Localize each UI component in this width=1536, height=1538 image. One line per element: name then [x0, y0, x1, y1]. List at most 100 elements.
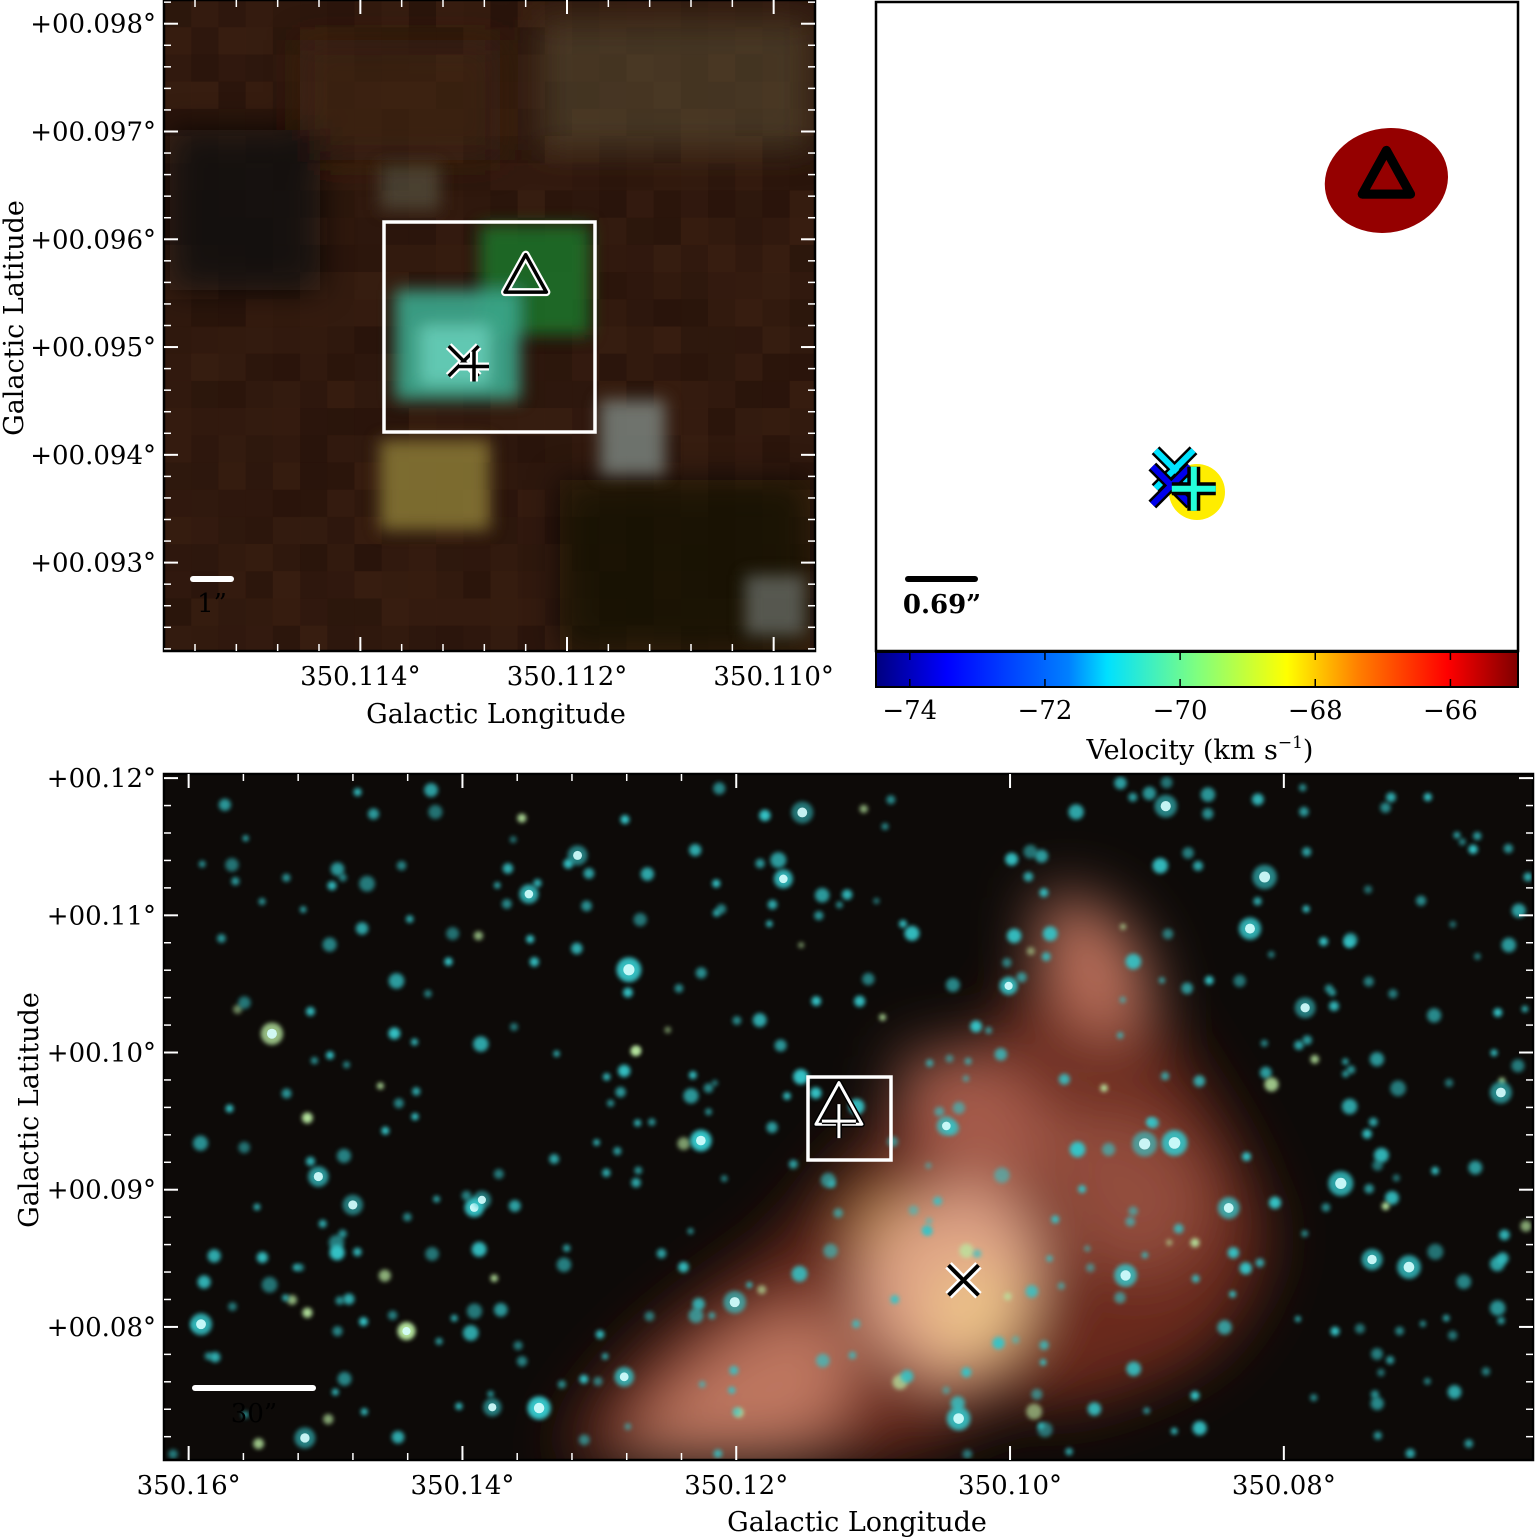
star — [656, 1248, 667, 1259]
star-core — [1120, 1270, 1131, 1281]
star — [579, 1374, 589, 1384]
star — [1005, 852, 1019, 866]
image-pixel — [327, 625, 355, 651]
star — [617, 1064, 631, 1078]
image-pixel — [300, 489, 328, 518]
star — [1371, 1348, 1383, 1360]
star — [1431, 1166, 1439, 1175]
star — [1204, 975, 1214, 985]
image-pixel — [463, 190, 491, 218]
star — [633, 912, 647, 927]
star — [1497, 1316, 1505, 1325]
star — [1374, 1147, 1389, 1163]
bottom-scale-bar-label: 30” — [231, 1399, 277, 1429]
star — [1260, 1039, 1268, 1047]
image-pixel — [354, 326, 382, 354]
image-pixel — [300, 625, 328, 651]
bottom-cross-marker — [945, 1262, 982, 1299]
star — [1511, 903, 1526, 918]
image-pixel — [789, 326, 815, 354]
image-pixel — [735, 217, 763, 246]
image-pixel — [653, 244, 682, 273]
image-pixel — [300, 435, 328, 463]
image-pixel — [191, 625, 219, 651]
star — [549, 1153, 560, 1164]
star — [934, 1106, 945, 1117]
image-pixel — [164, 489, 192, 518]
image-pixel — [653, 163, 682, 191]
image-pixel — [245, 408, 274, 436]
star-core — [533, 1402, 545, 1414]
image-pixel — [490, 625, 518, 651]
image-pixel — [626, 353, 654, 382]
star — [493, 1168, 504, 1180]
image-pixel — [653, 217, 682, 246]
star-core — [1367, 1254, 1377, 1265]
image-pixel — [572, 163, 600, 191]
star — [1415, 895, 1427, 906]
star — [688, 1308, 704, 1324]
top-left-image — [164, 0, 815, 651]
star — [759, 809, 771, 822]
star — [287, 1294, 298, 1305]
image-pixel — [218, 353, 246, 382]
image-pixel — [544, 380, 573, 409]
image-pixel — [735, 326, 763, 354]
image-pixel — [245, 353, 274, 382]
star — [1039, 888, 1049, 898]
image-pixel — [735, 353, 763, 382]
image-pixel — [272, 299, 301, 327]
image-pixel — [327, 326, 355, 354]
star — [231, 877, 240, 886]
star — [473, 931, 484, 941]
colorbar-label: Velocity (km s−1) — [1086, 733, 1314, 766]
star — [1464, 1439, 1474, 1448]
image-pixel — [327, 516, 355, 545]
image-pixel — [680, 217, 709, 246]
star — [510, 1022, 518, 1031]
colorbar-tick-label: −70 — [1153, 696, 1208, 726]
star — [502, 863, 514, 874]
image-pixel — [300, 544, 328, 572]
star — [602, 1168, 611, 1177]
image-pixel — [544, 190, 573, 218]
image-pixel — [245, 435, 274, 463]
image-pixel — [218, 435, 246, 463]
image-pixel — [272, 81, 301, 110]
image-pixel — [354, 0, 382, 28]
star — [1002, 958, 1012, 968]
star — [1310, 1394, 1318, 1402]
image-pixel — [164, 598, 192, 626]
star — [607, 1099, 615, 1107]
image-pixel — [300, 353, 328, 382]
star — [1253, 897, 1262, 906]
star — [1370, 1390, 1380, 1399]
star — [526, 935, 535, 944]
image-pixel — [245, 81, 274, 110]
image-pixel — [300, 380, 328, 409]
star — [1386, 1356, 1395, 1365]
star-core — [196, 1319, 206, 1330]
image-pixel — [191, 598, 219, 626]
star — [1037, 1422, 1053, 1438]
image-pixel — [789, 353, 815, 382]
star — [677, 1137, 691, 1150]
image-pixel — [245, 462, 274, 490]
star — [925, 1162, 932, 1169]
star — [198, 860, 206, 868]
image-pixel — [436, 571, 464, 599]
image-pixel — [762, 353, 790, 382]
top-left-ytick-label: +00.097° — [30, 117, 156, 147]
image-pixel — [164, 516, 192, 545]
star — [209, 1351, 221, 1363]
star — [455, 1402, 463, 1410]
top-left-xlabel: Galactic Longitude — [366, 699, 626, 730]
image-pixel — [599, 353, 627, 382]
image-pixel — [490, 462, 518, 490]
star — [712, 879, 721, 888]
image-pixel — [735, 244, 763, 273]
image-pixel — [762, 326, 790, 354]
star — [962, 1075, 970, 1082]
image-pixel — [708, 435, 736, 463]
